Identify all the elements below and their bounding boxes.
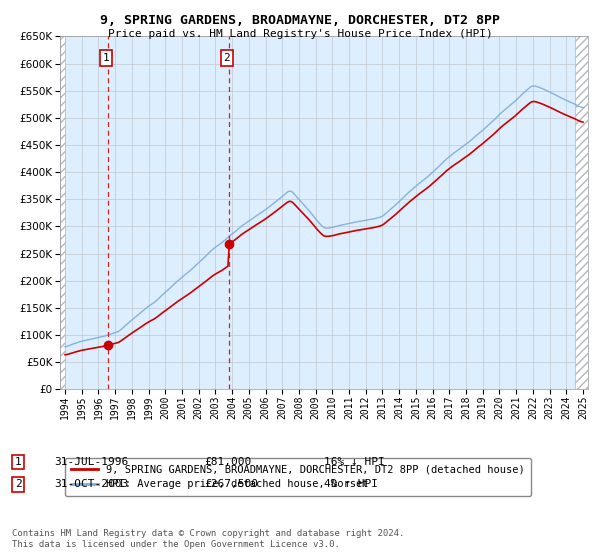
Text: 2: 2 — [223, 53, 230, 63]
Legend: 9, SPRING GARDENS, BROADMAYNE, DORCHESTER, DT2 8PP (detached house), HPI: Averag: 9, SPRING GARDENS, BROADMAYNE, DORCHESTE… — [65, 458, 531, 496]
Bar — [575, 36, 588, 389]
Text: Contains HM Land Registry data © Crown copyright and database right 2024.
This d: Contains HM Land Registry data © Crown c… — [12, 529, 404, 549]
Text: 9, SPRING GARDENS, BROADMAYNE, DORCHESTER, DT2 8PP: 9, SPRING GARDENS, BROADMAYNE, DORCHESTE… — [100, 14, 500, 27]
Text: Price paid vs. HM Land Registry's House Price Index (HPI): Price paid vs. HM Land Registry's House … — [107, 29, 493, 39]
Text: 4% ↑ HPI: 4% ↑ HPI — [324, 479, 378, 489]
Text: 31-JUL-1996: 31-JUL-1996 — [54, 457, 128, 467]
Text: 31-OCT-2003: 31-OCT-2003 — [54, 479, 128, 489]
Text: £81,000: £81,000 — [204, 457, 251, 467]
Text: 16% ↓ HPI: 16% ↓ HPI — [324, 457, 385, 467]
Text: 1: 1 — [14, 457, 22, 467]
Text: £267,500: £267,500 — [204, 479, 258, 489]
Bar — [60, 36, 65, 389]
Text: 2: 2 — [14, 479, 22, 489]
Text: 1: 1 — [102, 53, 109, 63]
